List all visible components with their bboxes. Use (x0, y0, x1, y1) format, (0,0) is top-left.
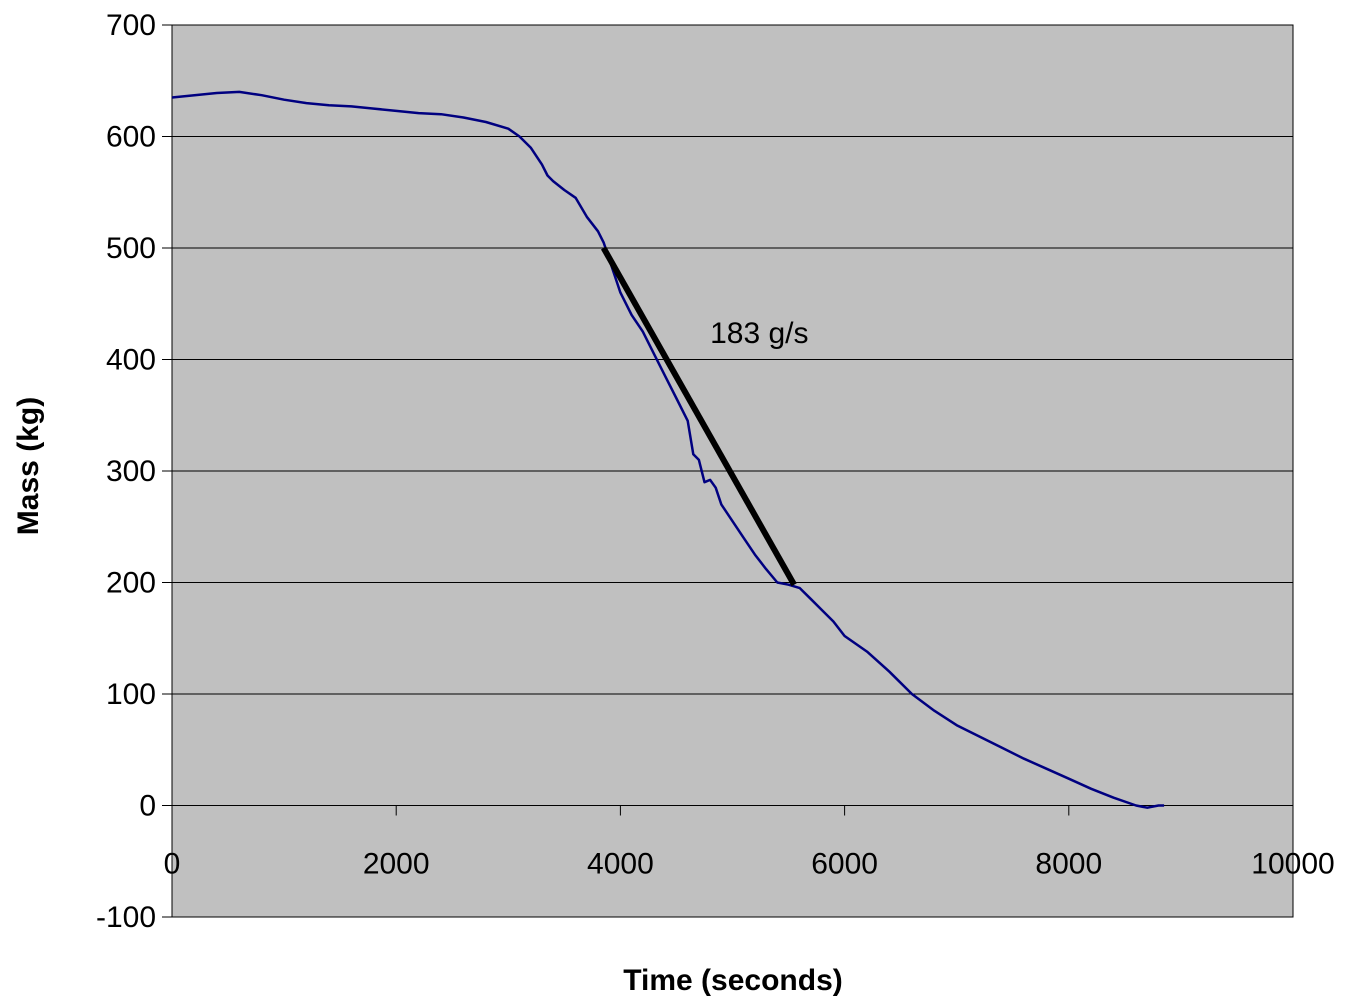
y-tick-label: 300 (106, 455, 156, 488)
annotations: 183 g/s (710, 317, 808, 350)
x-tick-label: 4000 (587, 848, 654, 881)
mass-series-line (171, 90, 1165, 809)
gridlines (172, 24, 1293, 695)
x-tick-label: 2000 (363, 848, 430, 881)
y-tick-label: 400 (106, 344, 156, 377)
y-tick-label: 200 (106, 567, 156, 600)
x-tick-label: 10000 (1251, 848, 1334, 881)
y-tick-label: 100 (106, 678, 156, 711)
y-tick-label: -100 (96, 901, 156, 934)
fit-line (600, 246, 797, 587)
y-tick-label: 700 (106, 9, 156, 42)
y-axis-title: Mass (kg) (12, 397, 45, 535)
x-tick-label: 8000 (1035, 848, 1102, 881)
rate-annotation: 183 g/s (710, 317, 808, 350)
y-tick-label: 600 (106, 121, 156, 154)
y-tick-label: 500 (106, 232, 156, 265)
y-tick-label: 0 (139, 790, 156, 823)
x-tick-label: 6000 (811, 848, 878, 881)
series-layer (171, 90, 1165, 809)
x-tick-label: 0 (164, 848, 181, 881)
x-axis-title: Time (seconds) (623, 964, 843, 997)
